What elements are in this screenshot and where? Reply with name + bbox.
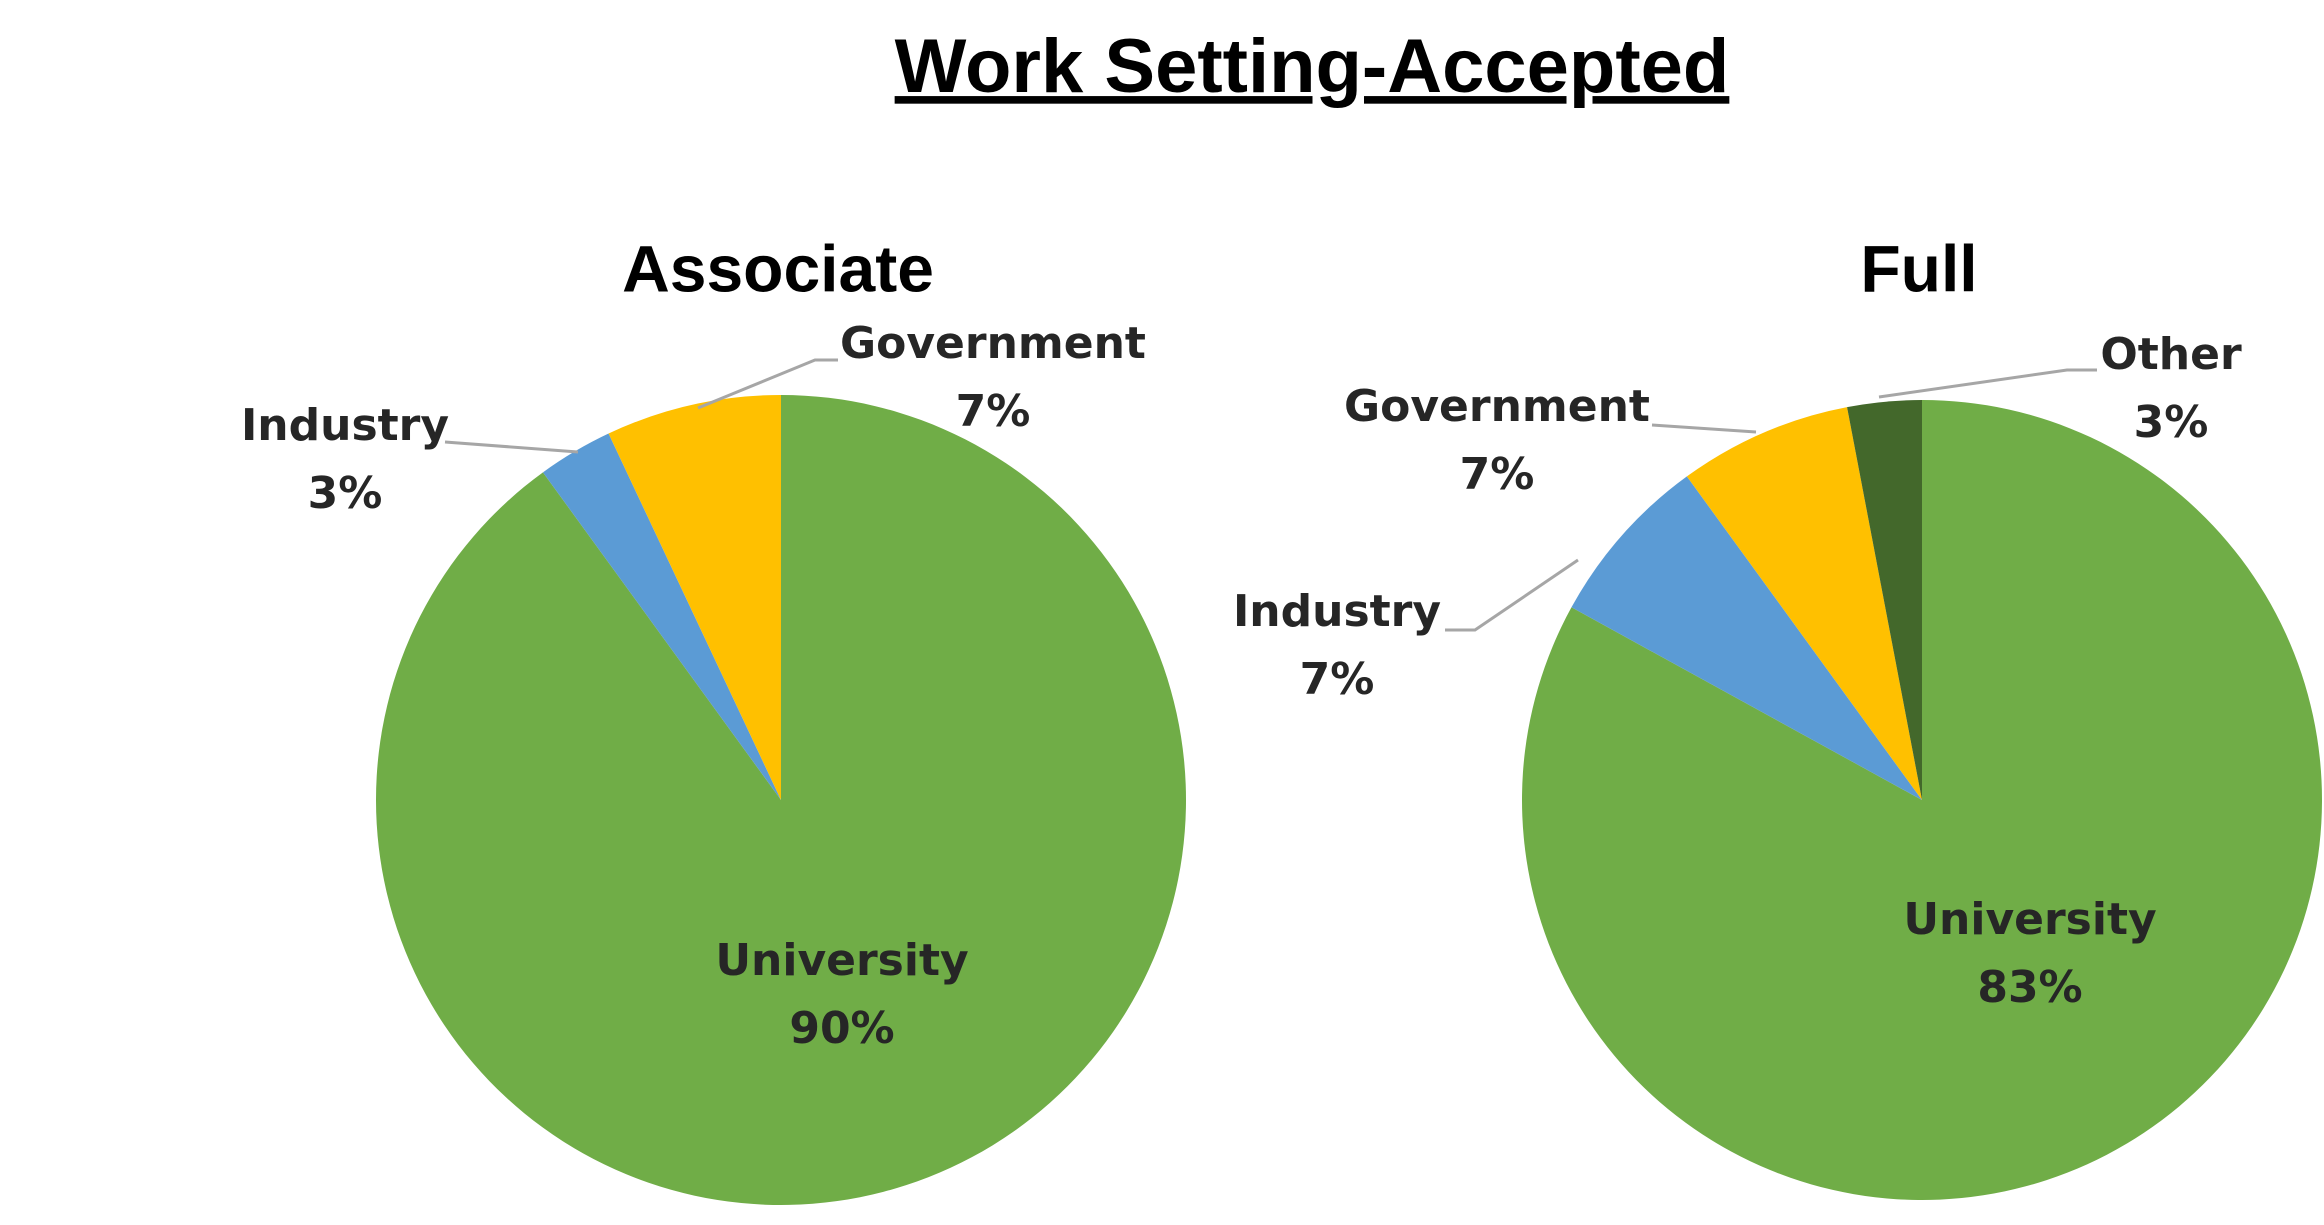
slice-value-label: 90% (789, 1003, 894, 1054)
slice-label: Industry (1233, 586, 1441, 637)
leader-line (444, 440, 579, 454)
main-title: Work Setting-Accepted (895, 24, 1730, 109)
leader-line (1445, 558, 1579, 632)
slice-label: University (1903, 894, 2156, 945)
pie-slice (542, 433, 781, 800)
pie-slice (1686, 407, 1922, 800)
leader-line (697, 358, 838, 410)
slice-label: Government (840, 318, 1146, 369)
slice-value-label: 3% (308, 468, 383, 519)
pie-title: Associate (622, 231, 934, 305)
slice-label: Industry (241, 400, 449, 451)
slice-value-label: 83% (1977, 962, 2082, 1013)
slice-label: University (715, 935, 968, 986)
pie-title: Full (1860, 231, 1977, 305)
pie-slice (1521, 400, 2322, 1201)
slice-value-label: 3% (2134, 397, 2209, 448)
pie-slice (608, 395, 781, 800)
leader-line (1878, 368, 2097, 399)
slice-label: Other (2100, 329, 2242, 380)
slice-value-label: 7% (956, 386, 1031, 437)
pie-slice (1847, 400, 1922, 800)
slice-value-label: 7% (1460, 449, 1535, 500)
slice-label: Government (1344, 381, 1650, 432)
pie-slice (1571, 476, 1922, 800)
slice-value-label: 7% (1300, 654, 1375, 705)
leader-line (1651, 423, 1757, 434)
